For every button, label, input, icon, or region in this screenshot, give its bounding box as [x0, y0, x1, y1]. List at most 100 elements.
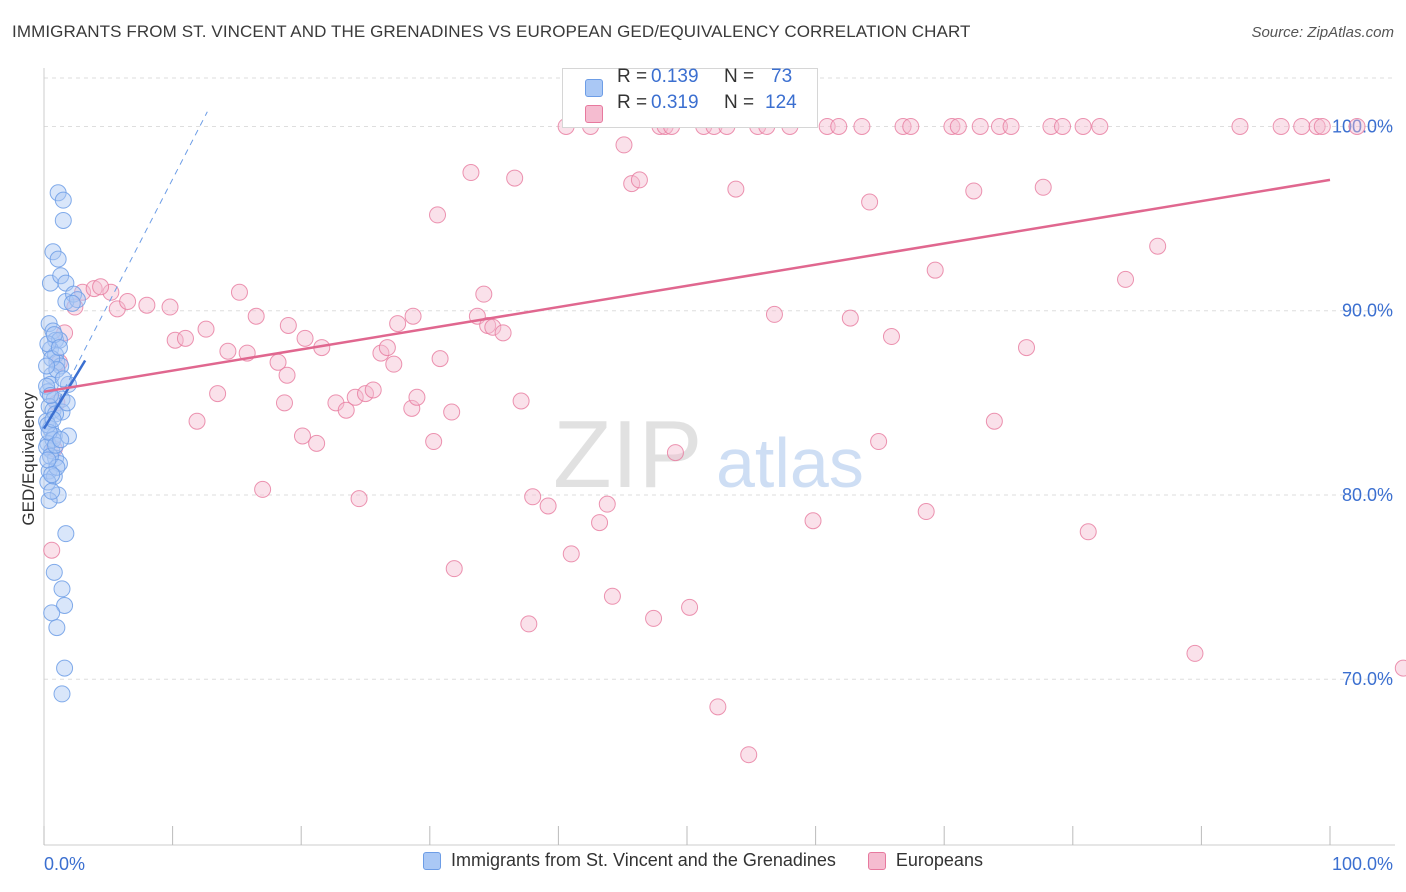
point-europeans	[917, 503, 935, 521]
point-europeans	[598, 495, 616, 513]
point-europeans	[630, 171, 648, 189]
point-europeans	[603, 587, 621, 605]
point-europeans	[408, 388, 426, 406]
point-europeans	[965, 182, 983, 200]
point-europeans	[161, 298, 179, 316]
watermark-zip: ZIP	[553, 401, 702, 508]
point-europeans	[1394, 659, 1406, 677]
point-europeans	[615, 136, 633, 154]
point-immigrants	[45, 326, 63, 344]
point-europeans	[645, 609, 663, 627]
point-immigrants	[56, 659, 74, 677]
point-europeans	[666, 444, 684, 462]
point-europeans	[591, 514, 609, 532]
y-tick-label: 70.0%	[1342, 669, 1393, 689]
point-europeans	[275, 394, 293, 412]
point-europeans	[350, 490, 368, 508]
point-europeans	[562, 545, 580, 563]
source-label: Source: ZipAtlas.com	[1251, 24, 1394, 41]
y-axis-label: GED/Equivalency	[19, 392, 38, 526]
point-europeans	[425, 433, 443, 451]
point-europeans	[681, 598, 699, 616]
point-europeans	[512, 392, 530, 410]
point-europeans	[484, 318, 502, 336]
point-immigrants	[54, 370, 72, 388]
legend-swatch-blue	[423, 851, 442, 870]
point-europeans	[1002, 117, 1020, 135]
point-europeans	[357, 385, 374, 403]
point-europeans	[1186, 644, 1204, 662]
point-europeans	[623, 175, 641, 193]
point-europeans	[279, 316, 297, 334]
point-immigrants	[48, 619, 66, 637]
series-europeans	[43, 117, 1406, 764]
point-immigrants	[53, 685, 71, 703]
point-europeans	[176, 329, 194, 347]
point-immigrants	[57, 525, 75, 543]
point-immigrants	[53, 580, 71, 598]
point-immigrants	[63, 294, 81, 312]
point-europeans	[1018, 339, 1036, 357]
point-europeans	[902, 117, 920, 135]
point-europeans	[92, 278, 110, 296]
point-europeans	[85, 280, 103, 298]
chart-title: IMMIGRANTS FROM ST. VINCENT AND THE GREN…	[12, 22, 971, 41]
point-europeans	[219, 342, 237, 360]
point-europeans	[520, 615, 538, 633]
point-europeans	[1313, 117, 1331, 135]
point-europeans	[830, 117, 848, 135]
point-immigrants	[54, 211, 72, 229]
stats-n-label: N =	[724, 66, 755, 87]
legend-item-immigrants: Immigrants from St. Vincent and the Gren…	[423, 850, 836, 871]
point-europeans	[524, 488, 542, 506]
trend-line-immigrants-extended	[43, 111, 208, 429]
y-tick-label: 80.0%	[1342, 485, 1393, 505]
point-europeans	[254, 480, 272, 498]
point-europeans	[445, 560, 463, 578]
point-europeans	[804, 512, 822, 530]
point-europeans	[296, 329, 314, 347]
point-europeans	[1091, 117, 1109, 135]
point-europeans	[230, 283, 248, 301]
point-europeans	[1117, 270, 1135, 288]
point-europeans	[378, 339, 396, 357]
point-europeans	[293, 427, 311, 445]
point-europeans	[1042, 117, 1060, 135]
chart-legend: Immigrants from St. Vincent and the Gren…	[0, 850, 1406, 871]
point-europeans	[138, 296, 156, 314]
stats-n-label: N =	[724, 92, 755, 113]
point-immigrants	[38, 357, 56, 375]
point-europeans	[727, 180, 745, 198]
point-europeans	[278, 366, 296, 384]
stats-box: R = 0.139 N = 73 R = 0.319 N = 124	[562, 66, 818, 128]
point-immigrants	[48, 361, 66, 379]
point-europeans	[209, 385, 227, 403]
point-europeans	[1293, 117, 1311, 135]
point-europeans	[1149, 237, 1167, 255]
point-europeans	[385, 355, 403, 373]
point-immigrants	[39, 451, 57, 469]
point-europeans	[870, 433, 888, 451]
x-tick-label-max: 100.0%	[1332, 854, 1393, 874]
stats-r-value-pink: 0.319	[651, 92, 699, 113]
trend-line-immigrants	[42, 359, 87, 430]
stats-swatch-blue	[585, 79, 603, 97]
y-tick-label: 100.0%	[1332, 116, 1393, 136]
point-europeans	[247, 307, 265, 325]
point-europeans	[389, 315, 407, 333]
point-immigrants	[43, 604, 61, 622]
x-tick-label-min: 0.0%	[44, 854, 85, 874]
point-europeans	[709, 698, 727, 716]
point-europeans	[346, 388, 364, 406]
point-europeans	[949, 117, 967, 135]
point-europeans	[102, 283, 120, 301]
stats-n-value-pink: 124	[765, 92, 797, 113]
point-europeans	[990, 117, 1008, 135]
point-europeans	[882, 328, 900, 346]
point-europeans	[1348, 117, 1366, 135]
legend-item-europeans: Europeans	[867, 850, 983, 871]
point-europeans	[1074, 117, 1092, 135]
legend-label-europeans: Europeans	[895, 850, 983, 870]
stats-r-label: R =	[617, 92, 648, 113]
